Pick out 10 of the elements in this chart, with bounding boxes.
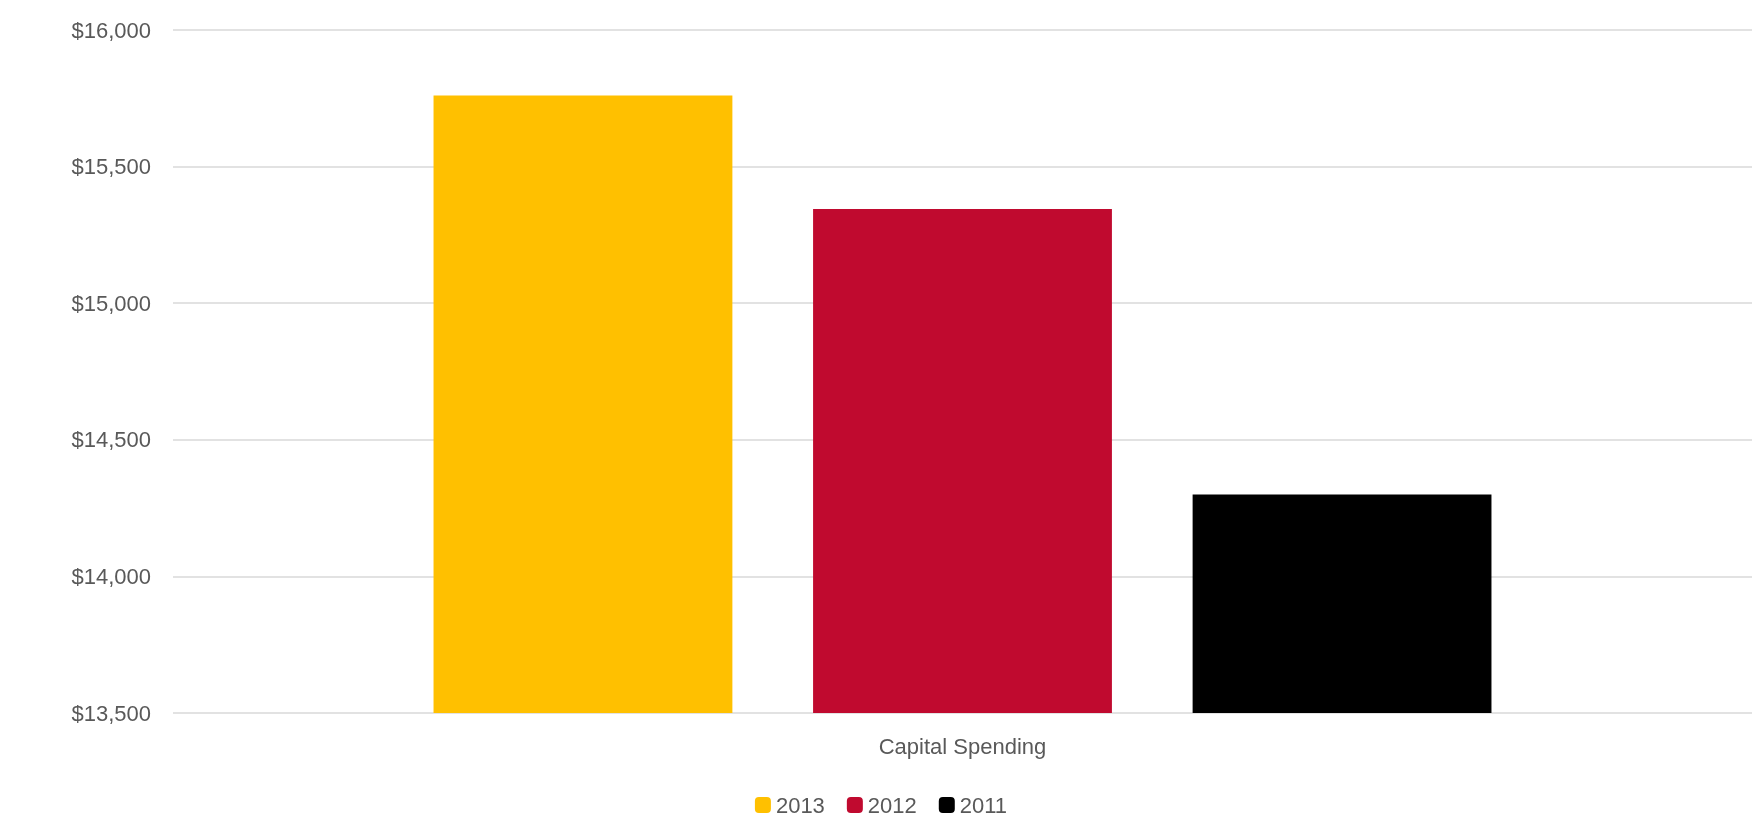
- y-tick-label: $13,500: [71, 700, 151, 726]
- y-tick-label: $15,000: [71, 290, 151, 316]
- legend-label: 2011: [959, 792, 1008, 818]
- y-tick-label: $15,500: [71, 154, 151, 180]
- y-tick-label: $14,000: [71, 563, 151, 589]
- x-tick-label: Capital Spending: [878, 733, 1047, 759]
- legend-label: 2013: [775, 792, 825, 818]
- legend-label: 2012: [867, 792, 917, 818]
- y-tick-label: $16,000: [71, 17, 151, 43]
- y-tick-label: $14,500: [71, 427, 151, 453]
